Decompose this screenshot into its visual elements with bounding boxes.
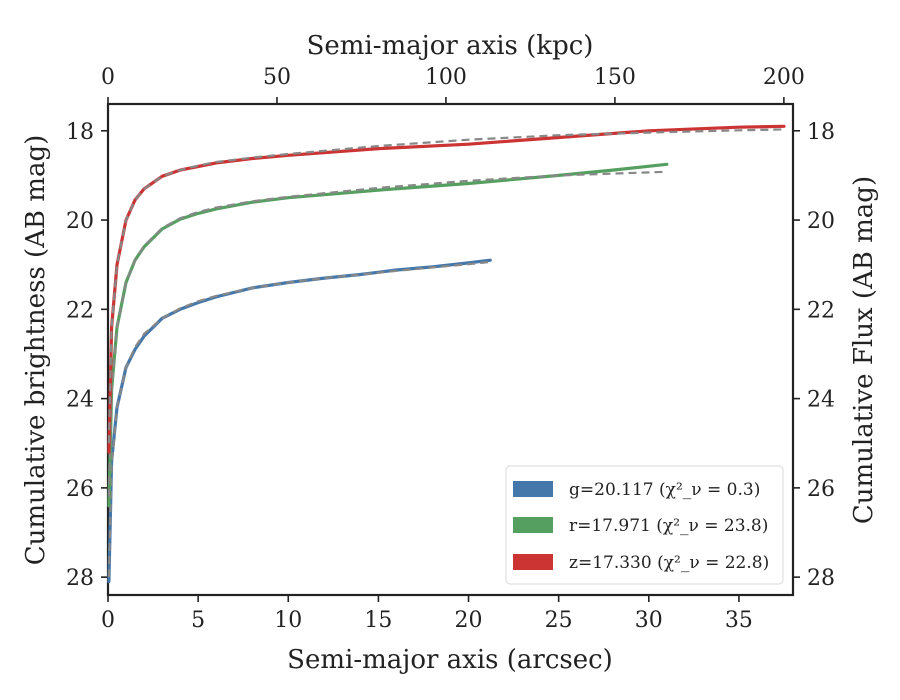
left-axis: 18 20 22 24 26 28 [66,120,108,591]
y-axis-title: Cumulative brightness (AB mag) [21,135,51,566]
y-tick-label: 26 [66,477,94,502]
y-tick-label: 24 [66,388,94,413]
y-tick-label: 28 [66,566,94,591]
y-tick-label: 18 [66,120,94,145]
series-line-g [107,258,492,584]
series-layer [107,124,786,584]
legend-swatch-z [513,554,553,570]
top-x-tick-label: 100 [425,65,467,90]
x-tick-label: 15 [364,608,392,633]
y-tick-label: 22 [66,298,94,323]
top-x-tick-label: 200 [763,65,805,90]
right-y-tick-label: 22 [807,298,835,323]
right-y-axis-title: Cumulative Flux (AB mag) [849,176,879,524]
legend-label-z: z=17.330 (χ²_ν = 22.8) [569,553,769,573]
right-y-tick-label: 20 [807,209,835,234]
bottom-axis: 0 5 10 15 20 25 30 35 [101,595,753,633]
x-tick-label: 0 [101,608,115,633]
top-x-tick-label: 50 [263,65,291,90]
x-tick-label: 30 [635,608,663,633]
top-axis: 0 50 100 150 200 [101,65,805,104]
legend-label-r: r=17.971 (χ²_ν = 23.8) [569,516,768,536]
legend-swatch-r [513,517,553,533]
legend-label-g: g=20.117 (χ²_ν = 0.3) [569,480,760,500]
x-tick-label: 5 [191,608,205,633]
x-tick-label: 20 [455,608,483,633]
y-tick-label: 20 [66,209,94,234]
legend-swatch-g [513,481,553,497]
series-line-z [107,124,786,454]
top-x-tick-label: 150 [594,65,636,90]
plot-frame [106,102,795,597]
x-axis-title: Semi-major axis (arcsec) [287,645,613,675]
right-y-tick-label: 28 [807,566,835,591]
top-x-tick-label: 0 [101,65,115,90]
model-line-g [107,260,491,578]
right-axis: 18 20 22 24 26 28 [793,120,835,591]
legend-box [505,465,784,585]
right-y-tick-label: 18 [807,120,835,145]
model-line-r [107,170,667,497]
x-tick-label: 35 [725,608,753,633]
legend: g=20.117 (χ²_ν = 0.3) r=17.971 (χ²_ν = 2… [505,465,784,585]
right-y-tick-label: 26 [807,477,835,502]
top-x-axis-title: Semi-major axis (kpc) [307,31,594,61]
x-tick-label: 10 [274,608,302,633]
model-line-z [107,128,785,444]
series-line-r [107,162,669,508]
right-y-tick-label: 24 [807,388,835,413]
x-tick-label: 25 [545,608,573,633]
